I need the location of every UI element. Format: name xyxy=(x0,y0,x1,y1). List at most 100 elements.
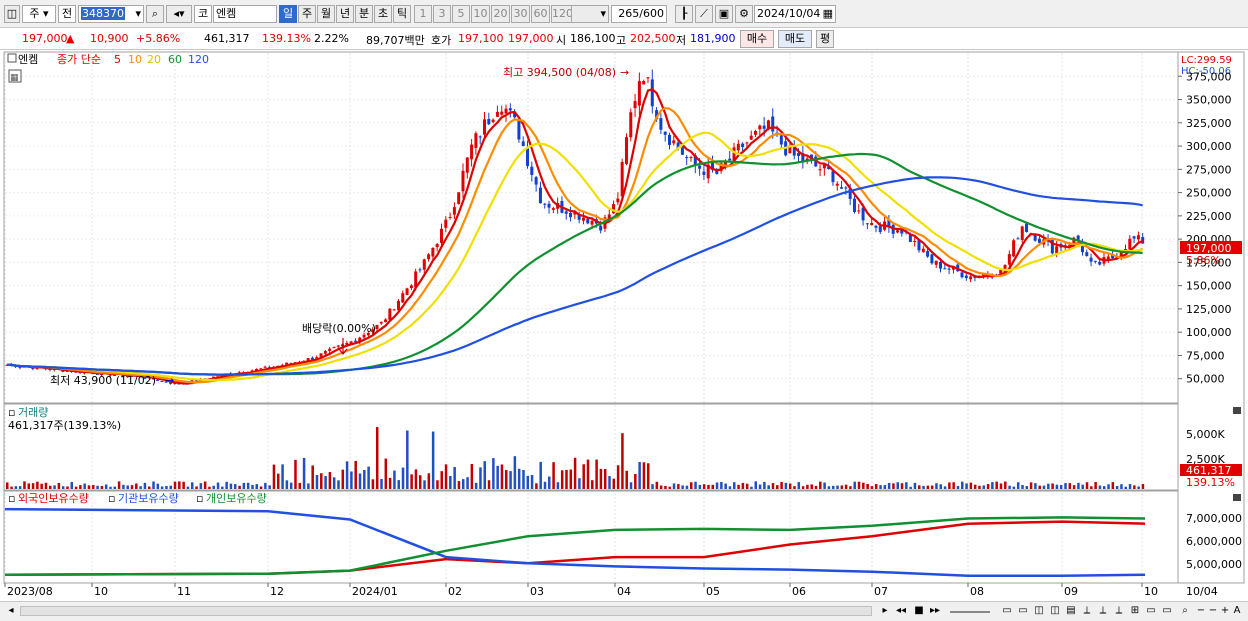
volume-bar xyxy=(1090,486,1093,489)
search-icon[interactable]: ⌕ xyxy=(146,5,164,23)
forward-icon[interactable]: ▸▸ xyxy=(929,605,941,616)
holding-panel-close-icon[interactable] xyxy=(1233,494,1241,501)
layout-icon-4[interactable]: ◫ xyxy=(1050,605,1060,616)
price-change: 10,900 xyxy=(90,32,129,45)
sell-button[interactable]: 매도 xyxy=(778,30,812,48)
plus-icon[interactable]: + xyxy=(1220,605,1230,616)
candle-body xyxy=(1072,237,1076,247)
volume-bar xyxy=(190,482,194,489)
scroll-left-icon[interactable]: ◂ xyxy=(8,605,14,616)
candle-body xyxy=(719,163,723,172)
volume-bar xyxy=(216,482,220,489)
volume-bar xyxy=(332,477,336,489)
candle-body xyxy=(637,81,641,106)
candle-icon[interactable]: ┠ xyxy=(675,5,693,23)
layout-icon-1[interactable]: ▭ xyxy=(1002,605,1012,616)
lc-label: LC:299.59 xyxy=(1181,55,1232,66)
volume-bar xyxy=(969,482,973,489)
candle-body xyxy=(698,165,702,169)
candle-body xyxy=(934,260,938,265)
current-price: 197,000 xyxy=(22,32,68,45)
gear-icon[interactable]: ⚙ xyxy=(735,5,753,23)
layout-icon-7[interactable]: ▭ xyxy=(1162,605,1172,616)
calendar-icon[interactable]: ▦ xyxy=(822,7,833,20)
horizontal-scrollbar[interactable] xyxy=(20,606,872,616)
candle-body xyxy=(156,379,160,381)
volume-bar xyxy=(595,459,598,489)
play-icon[interactable]: ▸ xyxy=(882,605,888,616)
volume-bar xyxy=(1115,485,1119,489)
interval-button-30[interactable]: 30 xyxy=(511,5,530,23)
volume-bar xyxy=(874,484,878,489)
chart-area[interactable]: 엔켐 종가 단순 5 10 20 60 120 ▦ LC:299.59 HC:-… xyxy=(0,50,1248,601)
volume-panel-close-icon[interactable] xyxy=(1233,407,1241,414)
zoom-icon[interactable]: ⌕ xyxy=(1182,605,1188,616)
candle-body xyxy=(349,341,353,345)
layout-icon-5[interactable]: ▤ xyxy=(1066,605,1076,616)
layout-icon-3[interactable]: ◫ xyxy=(1034,605,1044,616)
period-button-년[interactable]: 년 xyxy=(336,5,354,23)
period-button-주[interactable]: 주 xyxy=(298,5,316,23)
buy-button[interactable]: 매수 xyxy=(740,30,774,48)
font-size-icon[interactable]: A xyxy=(1233,605,1241,616)
count-field[interactable]: 265/600 xyxy=(611,5,667,23)
interval-button-120[interactable]: 120 xyxy=(551,5,573,23)
interval-button-5[interactable]: 5 xyxy=(452,5,470,23)
candle-body xyxy=(736,143,740,151)
stock-code-input[interactable]: 348370 ▾ xyxy=(78,5,144,23)
candle-body xyxy=(693,155,697,166)
period-button-월[interactable]: 월 xyxy=(317,5,335,23)
line-draw-icon[interactable]: ⟋ xyxy=(695,5,713,23)
volume-bar xyxy=(49,485,52,489)
period-button-틱[interactable]: 틱 xyxy=(393,5,411,23)
cross-line-icon[interactable]: ⟂ xyxy=(1083,605,1091,616)
low-label: 저 xyxy=(676,34,687,47)
window-icon[interactable]: ◫ xyxy=(4,5,20,23)
save-icon[interactable]: ▣ xyxy=(715,5,733,23)
candle-body xyxy=(526,148,530,166)
interval-button-20[interactable]: 20 xyxy=(491,5,510,23)
candle-body xyxy=(822,164,826,169)
table-view-icon[interactable] xyxy=(8,69,22,83)
table-view-glyph: ▦ xyxy=(10,73,19,83)
period-mode-dropdown[interactable]: 주 ▾ xyxy=(22,5,56,23)
grid-icon[interactable]: ⊞ xyxy=(1130,605,1140,616)
period-button-초[interactable]: 초 xyxy=(374,5,392,23)
candle-body xyxy=(143,377,147,379)
zoom-out-icon[interactable]: − xyxy=(1196,605,1206,616)
layout-icon-2[interactable]: ▭ xyxy=(1018,605,1028,616)
volume-bar xyxy=(397,480,400,489)
date-input[interactable]: 2024/10/04 ▦ xyxy=(754,5,836,23)
volume-bar xyxy=(328,472,332,489)
stock-name-field[interactable]: 엔켐 xyxy=(213,5,277,23)
speed-slider[interactable] xyxy=(950,611,990,613)
scale-icon[interactable]: ⟂ xyxy=(1115,605,1123,616)
layout-icon-6[interactable]: ▭ xyxy=(1146,605,1156,616)
legend-individual: 개인보유수량 xyxy=(206,492,267,505)
stop-icon[interactable]: ■ xyxy=(914,605,924,616)
view-mode-dropdown[interactable]: 전 xyxy=(58,5,76,23)
minus-icon[interactable]: − xyxy=(1208,605,1218,616)
interval-button-10[interactable]: 10 xyxy=(471,5,490,23)
interval-button-60[interactable]: 60 xyxy=(531,5,550,23)
ruler-icon[interactable]: ⟂ xyxy=(1099,605,1107,616)
candle-body xyxy=(848,188,852,199)
candle-body xyxy=(457,192,461,204)
interval-button-1[interactable]: 1 xyxy=(414,5,432,23)
volume-bar xyxy=(801,486,805,489)
eval-button[interactable]: 평 xyxy=(816,30,834,48)
period-button-일[interactable]: 일 xyxy=(279,5,297,23)
period-button-분[interactable]: 분 xyxy=(355,5,373,23)
candle-body xyxy=(530,166,534,175)
volume-bar xyxy=(999,483,1003,489)
candle-body xyxy=(483,119,487,135)
candle-body xyxy=(706,164,710,179)
volume-bar xyxy=(827,486,831,489)
speaker-icon[interactable]: ◂▾ xyxy=(166,5,192,23)
interval-button-3[interactable]: 3 xyxy=(433,5,451,23)
interval-dropdown[interactable]: ▾ xyxy=(571,5,609,23)
volume-bar xyxy=(849,486,852,489)
volume-bar xyxy=(238,485,241,489)
volume-bar xyxy=(737,484,740,489)
rewind-icon[interactable]: ◂◂ xyxy=(895,605,907,616)
